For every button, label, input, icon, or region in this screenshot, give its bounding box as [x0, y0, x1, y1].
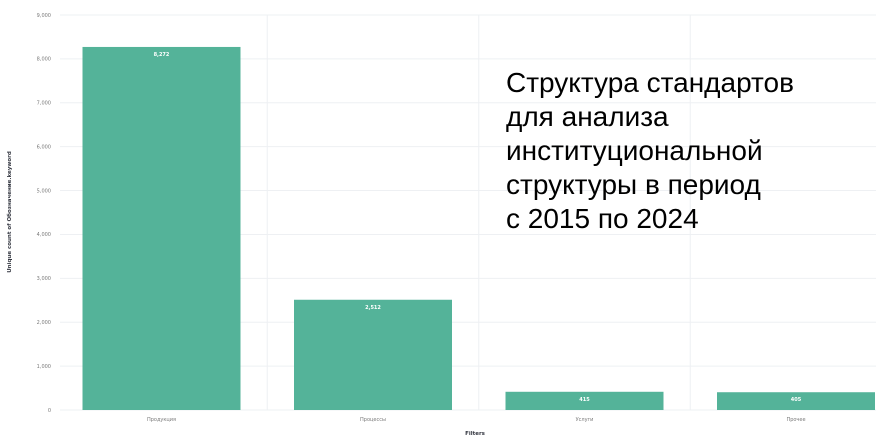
y-axis-ticks: 0 1,000 2,000 3,000 4,000 5,000 6,000 7,000 8,00…: [37, 13, 51, 414]
y-axis-title: Unique count of Обозначение.keyword: [6, 151, 13, 273]
bar[interactable]: [82, 46, 241, 410]
bar-value-label: 2,512: [365, 305, 381, 311]
caption-line: с 2015 по 2024: [506, 203, 699, 234]
x-tick-label: Услуги: [576, 417, 594, 423]
bar-value-label: 8,272: [154, 52, 170, 58]
y-tick-label: 4,000: [37, 232, 51, 238]
y-tick-label: 9,000: [37, 13, 51, 19]
bar-value-label: 405: [791, 397, 802, 403]
x-axis-ticks: Продукция Процессы Услуги Прочее: [147, 417, 806, 423]
y-tick-label: 7,000: [37, 101, 51, 107]
bar-value-label: 415: [579, 397, 590, 403]
caption-line: структуры в период: [506, 169, 761, 200]
caption-line: Структура стандартов: [506, 67, 794, 98]
y-tick-label: 6,000: [37, 144, 51, 150]
bars: 8,272 2,512 415 405: [82, 46, 875, 410]
y-tick-label: 3,000: [37, 276, 51, 282]
x-tick-label: Продукция: [147, 417, 176, 423]
bar[interactable]: [717, 392, 875, 410]
y-tick-label: 0: [48, 408, 51, 414]
bar[interactable]: [294, 299, 452, 410]
bar[interactable]: [505, 391, 664, 410]
x-axis-title: Filters: [465, 431, 486, 437]
caption-line: институциональной: [506, 135, 763, 166]
x-tick-label: Процессы: [360, 417, 386, 423]
y-tick-label: 5,000: [37, 188, 51, 194]
x-tick-label: Прочее: [786, 417, 805, 423]
y-tick-label: 2,000: [37, 320, 51, 326]
chart-overlay-caption: Структура стандартов для анализа институ…: [506, 66, 876, 236]
y-tick-label: 1,000: [37, 364, 51, 370]
y-tick-label: 8,000: [37, 57, 51, 63]
caption-line: для анализа: [506, 101, 669, 132]
